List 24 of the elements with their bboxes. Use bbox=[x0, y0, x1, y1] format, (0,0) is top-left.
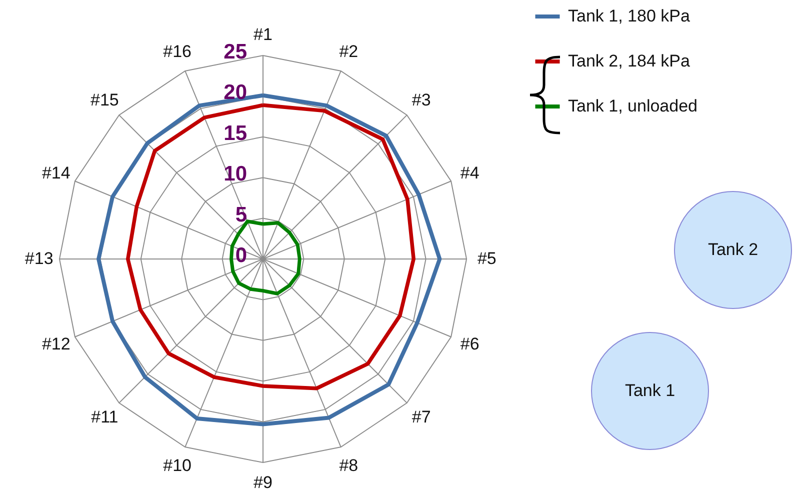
spoke-label: #5 bbox=[477, 249, 496, 268]
spoke-label: #10 bbox=[163, 456, 192, 475]
spoke-label: #12 bbox=[42, 334, 70, 354]
y-tick-label: 15 bbox=[224, 122, 248, 145]
spoke-label: #3 bbox=[412, 90, 431, 110]
y-tick-label: 10 bbox=[224, 162, 247, 186]
legend-label: Tank 2, 184 kPa bbox=[568, 52, 690, 70]
spoke-label: #11 bbox=[91, 407, 118, 426]
spoke-label: #14 bbox=[42, 163, 70, 182]
y-tick-label: 0 bbox=[235, 244, 247, 267]
spoke-label: #4 bbox=[460, 163, 480, 182]
spoke-label: #8 bbox=[339, 456, 358, 475]
spoke-label: #9 bbox=[254, 472, 272, 492]
spoke-label: #15 bbox=[90, 90, 119, 110]
y-tick-label: 25 bbox=[224, 40, 248, 64]
legend-label: Tank 1, 180 kPa bbox=[568, 6, 690, 26]
y-tick-label: 5 bbox=[235, 203, 248, 226]
spoke-label: #7 bbox=[412, 407, 431, 426]
spoke-label: #16 bbox=[163, 42, 192, 62]
spoke-label: #2 bbox=[339, 42, 358, 62]
spoke-label: #6 bbox=[460, 334, 480, 354]
spoke-label: #1 bbox=[254, 25, 272, 44]
legend-label: Tank 1, unloaded bbox=[568, 96, 698, 116]
spoke-label: #13 bbox=[24, 249, 54, 268]
